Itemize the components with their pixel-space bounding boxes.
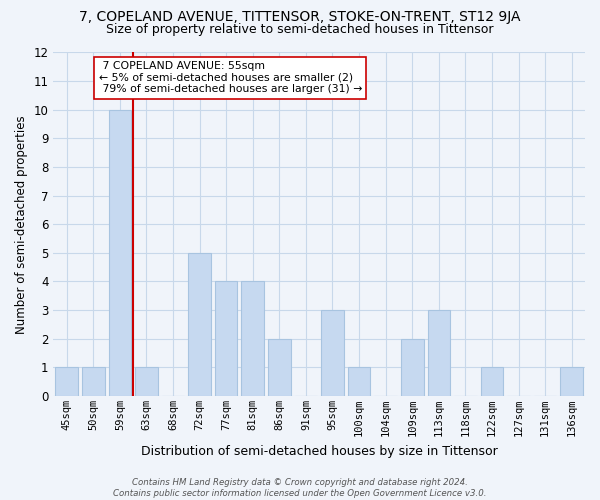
- Bar: [428, 310, 450, 396]
- Text: 7, COPELAND AVENUE, TITTENSOR, STOKE-ON-TRENT, ST12 9JA: 7, COPELAND AVENUE, TITTENSOR, STOKE-ON-…: [79, 10, 521, 24]
- Y-axis label: Number of semi-detached properties: Number of semi-detached properties: [15, 115, 28, 334]
- Bar: [348, 368, 370, 396]
- Bar: [215, 282, 238, 396]
- Bar: [188, 253, 211, 396]
- Text: 7 COPELAND AVENUE: 55sqm
← 5% of semi-detached houses are smaller (2)
 79% of se: 7 COPELAND AVENUE: 55sqm ← 5% of semi-de…: [98, 61, 362, 94]
- Bar: [560, 368, 583, 396]
- Bar: [481, 368, 503, 396]
- Bar: [268, 338, 290, 396]
- X-axis label: Distribution of semi-detached houses by size in Tittensor: Distribution of semi-detached houses by …: [141, 444, 497, 458]
- Bar: [82, 368, 104, 396]
- Text: Size of property relative to semi-detached houses in Tittensor: Size of property relative to semi-detach…: [106, 22, 494, 36]
- Text: Contains HM Land Registry data © Crown copyright and database right 2024.
Contai: Contains HM Land Registry data © Crown c…: [113, 478, 487, 498]
- Bar: [401, 338, 424, 396]
- Bar: [55, 368, 78, 396]
- Bar: [109, 110, 131, 396]
- Bar: [135, 368, 158, 396]
- Bar: [321, 310, 344, 396]
- Bar: [241, 282, 264, 396]
